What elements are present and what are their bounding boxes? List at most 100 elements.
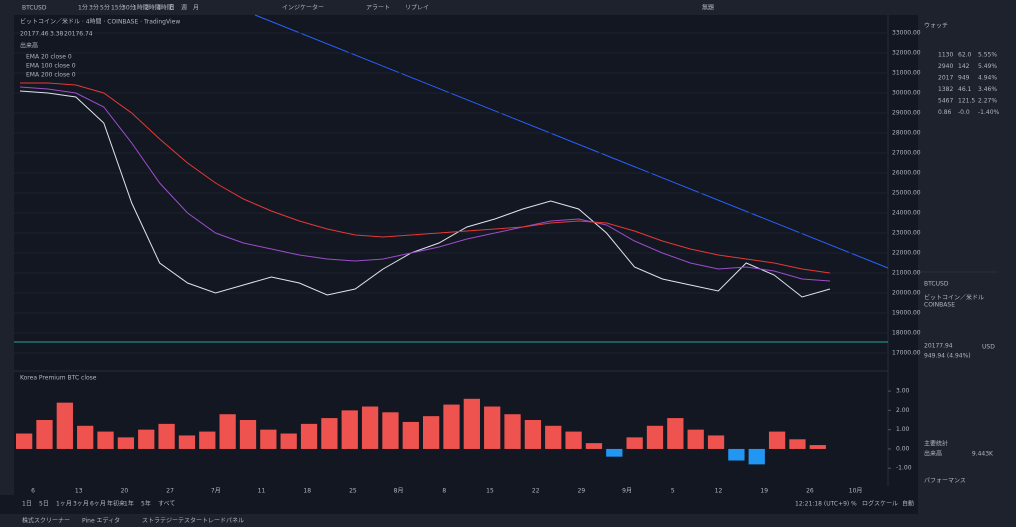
premium-bar — [382, 412, 399, 449]
range-button[interactable]: 1ヶ月 — [56, 501, 72, 508]
range-button[interactable]: 1日 — [22, 501, 32, 508]
premium-bar — [646, 425, 664, 449]
range-button[interactable]: 5年 — [141, 500, 151, 508]
volume-legend: 出来高 — [20, 42, 38, 50]
watchlist-cell[interactable]: 1130 — [938, 52, 953, 59]
premium-bar — [97, 431, 114, 449]
premium-bar — [748, 448, 765, 465]
auto-toggle[interactable]: 自動 — [902, 500, 914, 508]
watchlist-cell[interactable]: 5467 — [938, 98, 953, 105]
watchlist-cell[interactable]: 5.55% — [978, 52, 997, 59]
range-button[interactable]: 1年 — [124, 500, 134, 508]
bottom-tab[interactable]: Pine エディタ — [82, 517, 120, 525]
premium-bar — [687, 429, 704, 449]
premium-bar — [484, 406, 501, 449]
right-icons — [998, 15, 1016, 515]
bottom-tab[interactable]: ストラテジーテスター — [142, 517, 202, 525]
watchlist-cell[interactable]: 2017 — [938, 75, 953, 82]
price-tick-label: 29000.00 — [892, 110, 921, 117]
symbol[interactable]: BTCUSD — [22, 5, 47, 12]
detail-performance: パフォーマンス — [924, 478, 966, 485]
log-toggle[interactable]: ログスケール — [862, 500, 898, 508]
watchlist-cell[interactable]: 5.49% — [978, 63, 997, 70]
watchlist-cell[interactable]: 142 — [958, 63, 970, 70]
time-tick-label: 5 — [671, 488, 675, 495]
interval[interactable]: 週 — [181, 4, 187, 12]
range-button[interactable]: 3ヶ月 — [73, 501, 89, 508]
premium-bar — [341, 410, 358, 449]
premium-bar — [117, 437, 135, 449]
time-tick-label: 27 — [166, 488, 174, 495]
bottom-tab[interactable]: 株式スクリーナー — [22, 517, 70, 525]
detail-volume: 9.443K — [972, 451, 994, 458]
watchlist-cell[interactable]: 46.1 — [958, 86, 972, 93]
interval[interactable]: 1時間 — [133, 4, 149, 12]
legend-item: EMA 20 close 0 — [26, 54, 72, 61]
interval[interactable]: 月 — [193, 5, 199, 12]
interval[interactable]: 3分 — [89, 4, 99, 12]
indicators-button[interactable]: インジケーター — [282, 4, 324, 12]
premium-bar — [565, 431, 582, 449]
price-tick-label: 21000.00 — [892, 270, 921, 277]
premium-bar — [321, 418, 338, 449]
interval[interactable]: 2時間 — [145, 4, 161, 12]
time-tick-label: 29 — [578, 488, 586, 495]
watchlist-cell[interactable]: -1.40% — [978, 109, 1000, 116]
interval[interactable]: 15分 — [111, 4, 125, 12]
range-button[interactable]: 6ヶ月 — [90, 501, 106, 508]
watchlist-cell[interactable]: 4.94% — [978, 75, 997, 82]
premium-bar — [361, 406, 379, 449]
watchlist-cell[interactable]: 949 — [958, 75, 970, 82]
bottom-tab[interactable]: トレードパネル — [202, 518, 244, 525]
price-tick-label: 28000.00 — [892, 130, 921, 137]
watchlist-cell[interactable]: 2940 — [938, 63, 953, 70]
premium-bar — [809, 445, 826, 449]
premium-bar — [463, 398, 480, 449]
right-panel — [918, 15, 998, 515]
watchlist-cell[interactable]: 121.5 — [958, 98, 975, 105]
detail-price: 20177.94 — [924, 343, 953, 350]
premium-bar — [707, 435, 725, 449]
interval[interactable]: 5分 — [100, 4, 110, 12]
ema-line — [19, 86, 831, 282]
watchlist-cell[interactable]: 1382 — [938, 86, 953, 93]
premium-bar — [260, 429, 277, 449]
watchlist-cell[interactable]: -0.0 — [958, 109, 970, 116]
percent-toggle[interactable]: % — [851, 501, 857, 508]
premium-bar — [56, 402, 73, 449]
premium-bar — [36, 420, 53, 449]
layout-name[interactable]: 無題 — [702, 4, 714, 12]
watchlist-cell[interactable]: 3.46% — [978, 86, 997, 93]
premium-tick-label: 3.00 — [896, 388, 910, 395]
range-button[interactable]: 年初来 — [107, 500, 125, 508]
time-tick-label: 6 — [31, 488, 35, 495]
interval[interactable]: 4時間 — [157, 4, 173, 12]
interval[interactable]: 1分 — [78, 4, 88, 12]
trend-line — [254, 14, 889, 269]
alert-button[interactable]: アラート — [366, 5, 390, 12]
watchlist-cell[interactable]: 62.0 — [958, 52, 972, 59]
watchlist-cell[interactable]: 2.27% — [978, 98, 997, 105]
interval[interactable]: 日 — [169, 5, 175, 12]
price-tick-label: 32000.00 — [892, 50, 921, 57]
clock: 12:21:18 (UTC+9) — [795, 501, 849, 508]
price-tick-label: 18000.00 — [892, 330, 921, 337]
legend-item: EMA 100 close 0 — [26, 63, 76, 70]
time-tick-label: 18 — [303, 488, 311, 495]
price-tick-label: 20000.00 — [892, 290, 921, 297]
legend-item: EMA 200 close 0 — [26, 72, 76, 79]
watchlist-cell[interactable]: 0.86 — [938, 109, 952, 116]
detail-exchange: COINBASE — [924, 302, 955, 309]
detail-currency: USD — [982, 344, 995, 351]
time-tick-label: 20 — [121, 488, 129, 495]
premium-bar — [443, 404, 460, 449]
premium-bar — [789, 439, 806, 449]
range-button[interactable]: すべて — [158, 501, 175, 508]
range-button[interactable]: 5日 — [39, 501, 49, 508]
left-toolbar — [0, 15, 14, 495]
price-tick-label: 24000.00 — [892, 210, 921, 217]
replay-button[interactable]: リプレイ — [405, 5, 429, 12]
interval[interactable]: 30分 — [122, 4, 136, 12]
